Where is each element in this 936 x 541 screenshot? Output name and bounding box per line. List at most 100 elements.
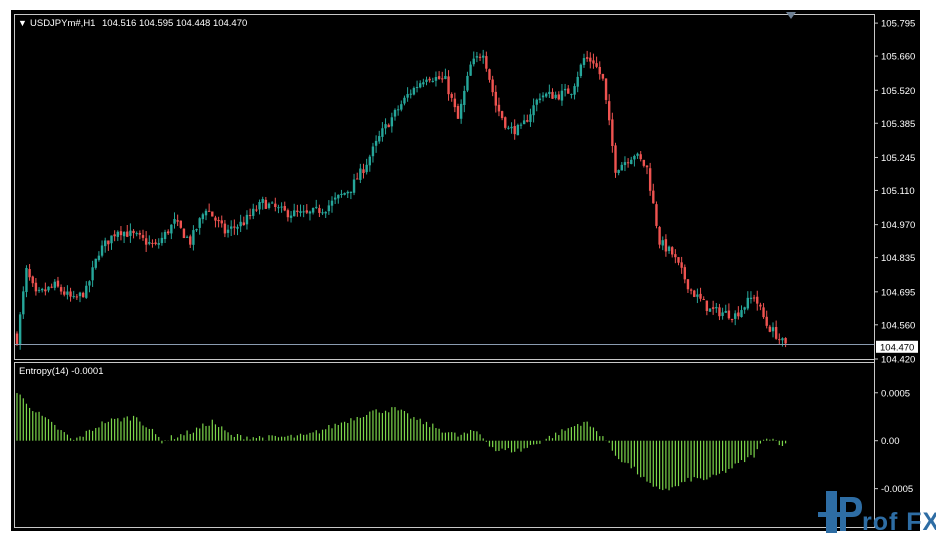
candle bbox=[119, 226, 123, 241]
candle bbox=[189, 234, 192, 248]
candle bbox=[113, 230, 116, 242]
candle bbox=[403, 95, 406, 106]
candle bbox=[453, 92, 457, 113]
candle bbox=[239, 214, 242, 233]
candle bbox=[696, 288, 699, 304]
candle bbox=[482, 49, 485, 64]
candle bbox=[192, 225, 195, 251]
candle bbox=[242, 216, 245, 226]
candle bbox=[485, 51, 488, 72]
candle bbox=[352, 173, 356, 196]
candle bbox=[771, 322, 775, 338]
candle bbox=[507, 125, 510, 130]
candle bbox=[617, 169, 620, 176]
candle bbox=[778, 333, 781, 344]
candle bbox=[450, 92, 453, 102]
candle bbox=[406, 87, 409, 102]
candle bbox=[693, 289, 696, 298]
candle bbox=[144, 231, 148, 252]
candle bbox=[585, 50, 589, 62]
candle bbox=[784, 337, 787, 348]
candle bbox=[356, 172, 359, 180]
candle bbox=[283, 201, 286, 212]
candle bbox=[91, 260, 94, 287]
candle bbox=[359, 163, 362, 184]
candle bbox=[198, 217, 201, 235]
candle bbox=[50, 283, 53, 289]
candle bbox=[245, 210, 249, 230]
candle bbox=[25, 265, 28, 298]
candle bbox=[538, 93, 542, 104]
price-tick-label: 104.695 bbox=[881, 287, 915, 298]
candle bbox=[513, 119, 516, 140]
candle bbox=[299, 204, 302, 217]
indicator-tick-label: -0.0005 bbox=[881, 484, 913, 495]
candle bbox=[138, 230, 142, 240]
candle bbox=[519, 122, 523, 129]
candle bbox=[541, 92, 545, 102]
candle bbox=[374, 135, 378, 153]
candle bbox=[759, 302, 762, 311]
chart-background bbox=[11, 10, 920, 531]
candle bbox=[236, 224, 239, 236]
candle bbox=[579, 63, 583, 79]
candle bbox=[94, 258, 97, 270]
candle bbox=[526, 114, 529, 123]
candle bbox=[639, 151, 642, 162]
candle bbox=[343, 192, 346, 196]
candle bbox=[170, 224, 173, 240]
chart-menu-icon[interactable]: ▼ bbox=[18, 18, 27, 28]
candle bbox=[749, 291, 753, 304]
candle bbox=[100, 240, 104, 258]
candle bbox=[122, 231, 126, 244]
candle bbox=[419, 80, 422, 89]
indicator-tick-label: 0.00 bbox=[881, 436, 900, 447]
candle bbox=[207, 203, 211, 212]
candle bbox=[677, 257, 680, 266]
candle bbox=[296, 204, 299, 217]
candle bbox=[724, 304, 727, 313]
candle bbox=[488, 68, 491, 83]
candle bbox=[768, 324, 772, 333]
candle bbox=[589, 52, 592, 69]
candle bbox=[110, 235, 113, 250]
candle bbox=[116, 230, 119, 242]
candle bbox=[535, 98, 538, 112]
candle bbox=[267, 202, 271, 210]
candle bbox=[441, 71, 444, 83]
entropy-histogram bbox=[16, 393, 787, 491]
candle bbox=[261, 196, 264, 210]
candle bbox=[683, 264, 686, 284]
candle bbox=[570, 93, 573, 99]
price-tick-label: 105.245 bbox=[881, 153, 915, 164]
candle bbox=[734, 310, 737, 326]
candle bbox=[658, 225, 661, 249]
candle bbox=[661, 236, 664, 251]
candle bbox=[604, 78, 608, 105]
candle bbox=[551, 88, 554, 99]
candle bbox=[248, 208, 252, 220]
chart-shift-marker[interactable] bbox=[786, 12, 796, 19]
candle bbox=[368, 154, 371, 172]
candle bbox=[226, 224, 230, 238]
candle bbox=[648, 162, 652, 196]
candle bbox=[623, 156, 627, 172]
candle bbox=[671, 246, 674, 258]
candle bbox=[633, 154, 636, 167]
candle bbox=[740, 305, 743, 318]
candle bbox=[576, 71, 579, 93]
candle bbox=[469, 61, 472, 76]
candle bbox=[81, 291, 85, 298]
candle bbox=[434, 71, 438, 87]
candle bbox=[41, 287, 44, 293]
candle bbox=[491, 75, 494, 97]
candle bbox=[258, 199, 261, 215]
candle bbox=[346, 190, 349, 199]
candle bbox=[532, 98, 535, 123]
price-tick-label: 105.520 bbox=[881, 86, 915, 97]
candle bbox=[148, 235, 151, 246]
candle bbox=[645, 165, 649, 175]
candle bbox=[478, 53, 482, 61]
candle bbox=[289, 211, 293, 223]
